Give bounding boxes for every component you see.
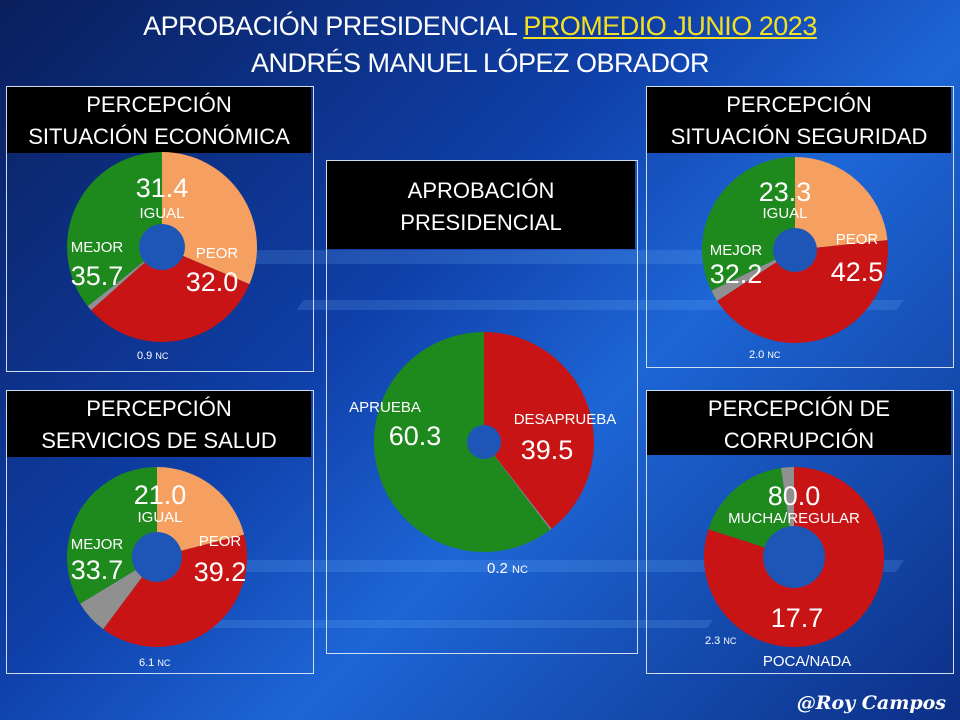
- data-label: 0.9 NC: [137, 350, 168, 362]
- pie-slice-igual: [162, 152, 257, 285]
- data-label: 60.3: [388, 421, 442, 451]
- data-label: 35.7: [70, 261, 124, 291]
- donut-hole: [139, 224, 185, 270]
- slice-value: 2.3: [705, 635, 721, 647]
- slice-label: IGUAL: [762, 205, 808, 222]
- data-label: 17.7: [770, 603, 824, 633]
- slice-label: MUCHA/REGULAR: [728, 510, 860, 527]
- donut-chart: [373, 332, 594, 552]
- pie-slice-nc: [484, 442, 552, 530]
- slice-label: PEOR: [198, 533, 242, 550]
- slice-label: MEJOR: [709, 242, 763, 259]
- data-label: 2.0 NC: [749, 349, 780, 361]
- pie-slice-nc: [711, 250, 795, 301]
- slice-label: POCA/NADA: [762, 653, 852, 670]
- panel-title: PERCEPCIÓN SERVICIOS DE SALUD: [7, 391, 311, 457]
- slice-label: NC: [512, 564, 528, 576]
- donut-chart: [704, 467, 884, 647]
- slice-value: 0.2: [487, 560, 508, 577]
- slice-label: MEJOR: [70, 239, 124, 256]
- donut-hole: [467, 425, 501, 459]
- pie-slice-peor: [91, 247, 250, 343]
- pie-slice-aprueba: [373, 332, 551, 552]
- slice-label: NC: [723, 636, 737, 646]
- data-label: 23.3: [758, 177, 812, 207]
- data-label: 21.0: [133, 480, 187, 510]
- panel-corrupcion: PERCEPCIÓN DE CORRUPCIÓN 80.0 MUCHA/REGU…: [646, 390, 954, 674]
- header-highlight: PROMEDIO JUNIO 2023: [523, 11, 817, 41]
- slice-value: 6.1: [139, 657, 155, 669]
- data-label: 42.5: [830, 257, 884, 287]
- slice-label: APRUEBA: [349, 399, 421, 416]
- panel-seguridad: PERCEPCIÓN SITUACIÓN SEGURIDAD 23.3 IGUA…: [646, 86, 954, 368]
- donut-hole: [763, 526, 825, 588]
- slice-label: NC: [157, 658, 171, 668]
- slice-label: PEOR: [195, 245, 239, 262]
- donut-hole: [132, 532, 182, 582]
- data-label: 0.2 NC: [487, 560, 528, 577]
- author-signature: @Roy Campos: [796, 692, 946, 714]
- data-label: 2.3 NC: [705, 635, 736, 647]
- pie-slice-mejor: [702, 157, 795, 291]
- pie-slice-peor: [103, 534, 247, 647]
- panel-title: PERCEPCIÓN SITUACIÓN ECONÓMICA: [7, 87, 311, 153]
- data-label: 39.2: [193, 557, 247, 587]
- panel-title: PERCEPCIÓN SITUACIÓN SEGURIDAD: [647, 87, 951, 153]
- data-label: 39.5: [520, 435, 574, 465]
- slice-label: NC: [767, 350, 781, 360]
- slice-label: NC: [155, 351, 169, 361]
- slice-label: MEJOR: [70, 536, 124, 553]
- pie-slice-igual: [795, 157, 888, 250]
- data-label: 32.0: [185, 267, 239, 297]
- header-title: APROBACIÓN PRESIDENCIAL: [143, 11, 517, 41]
- header-line-1: APROBACIÓN PRESIDENCIAL PROMEDIO JUNIO 2…: [0, 8, 960, 45]
- pie-slice-mejor: [67, 467, 157, 604]
- slice-value: 2.0: [749, 349, 765, 361]
- pie-slice-igual: [157, 467, 245, 557]
- pie-slice-nc: [87, 247, 162, 311]
- data-label: 32.2: [709, 259, 763, 289]
- pie-slice-mejor: [67, 152, 162, 307]
- slice-label: PEOR: [835, 231, 879, 248]
- data-label: 80.0: [767, 481, 821, 511]
- donut-chart: [67, 467, 247, 647]
- panel-title: APROBACIÓN PRESIDENCIAL: [327, 161, 635, 249]
- pie-slice-peor: [717, 240, 888, 343]
- header-line-2: ANDRÉS MANUEL LÓPEZ OBRADOR: [250, 48, 710, 78]
- donut-chart: [702, 157, 888, 343]
- data-label: 31.4: [135, 173, 189, 203]
- pie-slice-nc: [80, 557, 157, 630]
- data-label: 33.7: [70, 555, 124, 585]
- slice-label: DESAPRUEBA: [513, 411, 617, 428]
- slice-label: IGUAL: [137, 509, 183, 526]
- pie-slice-desaprueba: [484, 332, 594, 529]
- slice-value: 0.9: [137, 350, 153, 362]
- donut-chart: [67, 152, 257, 343]
- panel-salud: PERCEPCIÓN SERVICIOS DE SALUD 21.0 IGUAL…: [6, 390, 314, 674]
- page-header: APROBACIÓN PRESIDENCIAL PROMEDIO JUNIO 2…: [0, 8, 960, 82]
- data-label: 6.1 NC: [139, 657, 170, 669]
- donut-hole: [773, 228, 817, 272]
- panel-economica: PERCEPCIÓN SITUACIÓN ECONÓMICA 31.4 IGUA…: [6, 86, 314, 372]
- panel-title: PERCEPCIÓN DE CORRUPCIÓN: [647, 391, 951, 455]
- slice-label: IGUAL: [139, 205, 185, 222]
- panel-aprobacion: APROBACIÓN PRESIDENCIAL APRUEBA 60.3 DES…: [326, 160, 638, 654]
